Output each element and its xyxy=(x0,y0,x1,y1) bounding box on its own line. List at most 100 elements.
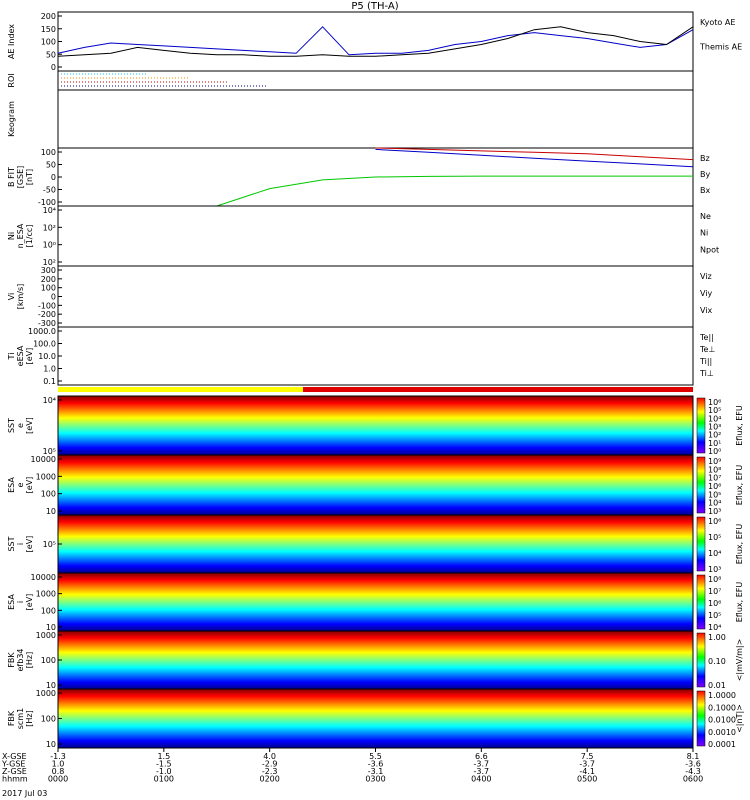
x-tick-label: 0.8 xyxy=(52,767,65,776)
x-tick-label: 6.6 xyxy=(475,752,488,761)
y-tick-label: 10 xyxy=(46,740,56,749)
y-tick-label: -50 xyxy=(43,186,56,195)
panel-ae: AE Index 0 50 100 150 200 Kyoto AE Themis AE xyxy=(7,11,742,72)
y-tick-label: -200 xyxy=(38,310,56,319)
panel-sst-i: 10³ 10⁴ 10⁵ 10⁶ Eflux, EFU SST i [eV] 10⁵ xyxy=(7,514,744,574)
colorbar-sst-e xyxy=(696,397,706,454)
series-line-bz xyxy=(375,147,694,161)
y-axis-label: SST xyxy=(7,418,16,433)
plot-title: P5 (TH-A) xyxy=(351,1,398,12)
y-tick-label: 50 xyxy=(46,50,56,59)
colorbar-tick-label: 10² xyxy=(708,431,721,440)
colorbar-tick-label: 10⁴ xyxy=(708,549,721,558)
x-tick-label: -3.7 xyxy=(579,760,595,769)
colorbar-sst-i xyxy=(696,516,706,572)
spectrogram-esa-e xyxy=(58,455,693,515)
axes-box xyxy=(57,265,694,328)
y-tick-label: -100 xyxy=(38,301,56,310)
y-axis-label: [eV] xyxy=(25,594,34,611)
y-axis-label: i xyxy=(16,601,25,603)
y-tick-label: 10⁵ xyxy=(43,447,56,456)
colorbar-label: Eflux, EFU xyxy=(735,524,744,565)
x-row-label: Z-GSE xyxy=(2,767,27,776)
y-tick-label: 100 xyxy=(41,715,56,724)
x-row-label: hhmm xyxy=(2,775,28,784)
y-axis-label: Ni xyxy=(7,232,16,240)
legend-viy: Viy xyxy=(700,289,713,298)
colorbar-tick-label: 0.0010 xyxy=(708,728,736,737)
y-tick-label: 10 xyxy=(46,681,56,690)
y-tick-label: 300 xyxy=(41,266,56,275)
y-axis-label: e xyxy=(16,482,25,487)
y-tick-label: 10.0 xyxy=(38,352,56,361)
series-line-kyoto-ae xyxy=(57,26,694,56)
y-tick-label: 1000 xyxy=(36,631,56,640)
y-axis-label: AE Index xyxy=(7,24,16,59)
y-tick-label: 10000 xyxy=(31,573,56,582)
x-tick-label: 5.5 xyxy=(369,752,382,761)
y-tick-label: 10² xyxy=(43,258,56,267)
series-line-bx xyxy=(375,148,694,168)
x-tick-label: -3.1 xyxy=(368,767,384,776)
x-tick-label: 0400 xyxy=(471,775,491,784)
colorbar-tick-label: 10¹ xyxy=(708,439,721,448)
spectrogram-esa-i xyxy=(58,573,693,631)
y-axis-label: e xyxy=(16,423,25,428)
x-tick-label: 4.0 xyxy=(263,752,276,761)
y-axis-label: FBK xyxy=(7,710,16,726)
y-tick-label: 10⁰ xyxy=(43,241,56,250)
y-axis-label: [GSE] xyxy=(16,166,25,189)
y-tick-label: 100 xyxy=(41,606,56,615)
mode-bar-slow xyxy=(58,387,303,392)
legend-npot: Npot xyxy=(700,245,719,254)
colorbar-tick-label: 10⁶ xyxy=(708,482,721,491)
y-axis-label: [km/s] xyxy=(16,284,25,310)
y-tick-label: 10 xyxy=(46,507,56,516)
panel-fbk-e: 0.01 0.10 1.00 <|mV/m|> FBK efb34 [Hz] 10 100 100… xyxy=(7,630,744,690)
legend-ti: Ti|| xyxy=(699,357,712,366)
y-tick-label: 1.0 xyxy=(43,365,56,374)
legend-bz: Bz xyxy=(700,154,710,163)
y-tick-label: 100 xyxy=(41,284,56,293)
colorbar-esa-i xyxy=(696,574,706,630)
y-tick-label: 100 xyxy=(41,490,56,499)
y-tick-label: -100 xyxy=(38,198,56,207)
x-tick-label: -3.7 xyxy=(474,760,490,769)
x-tick-label: 0300 xyxy=(365,775,385,784)
colorbar-tick-label: 10⁸ xyxy=(708,575,721,584)
x-tick-label: -1.0 xyxy=(156,767,172,776)
x-row-label: Y-GSE xyxy=(1,760,25,769)
y-tick-label: 10² xyxy=(43,223,56,232)
colorbar-tick-label: 10⁶ xyxy=(708,398,721,407)
colorbar-tick-label: 10⁴ xyxy=(708,499,721,508)
colorbar-tick-label: 0.01 xyxy=(708,681,726,690)
x-tick-label: 8.1 xyxy=(687,752,700,761)
y-axis-label: Vi xyxy=(7,293,16,301)
x-tick-label: -3.6 xyxy=(685,760,701,769)
axes-box xyxy=(57,70,694,91)
y-axis-label: [eV] xyxy=(25,348,34,365)
y-tick-label: 10 xyxy=(46,623,56,632)
spectrogram-sst-e xyxy=(58,396,693,455)
y-axis-label: eESA xyxy=(16,345,25,366)
y-axis-label: [eV] xyxy=(25,477,34,494)
y-axis-label: ROI xyxy=(7,73,16,87)
legend-themis-ae: Themis AE xyxy=(699,43,742,52)
colorbar-tick-label: 10³ xyxy=(708,565,721,574)
spectrogram-fbk-b xyxy=(58,689,693,748)
spectrogram-fbk-e xyxy=(58,631,693,689)
y-axis-label: n_ESA xyxy=(16,223,25,248)
mode-bar-fast xyxy=(303,387,693,392)
spectrogram-sst-i xyxy=(58,515,693,573)
x-tick-label: -3.7 xyxy=(474,767,490,776)
colorbar-esa-e xyxy=(696,456,706,514)
axes-box xyxy=(57,89,694,149)
x-tick-label: -4.3 xyxy=(685,767,701,776)
y-tick-label: 10⁴ xyxy=(43,396,56,405)
y-tick-label: 200 xyxy=(41,12,56,21)
colorbar-label: Eflux, EFU xyxy=(735,465,744,506)
colorbar-label: Eflux, EFU xyxy=(735,405,744,446)
y-tick-label: 100 xyxy=(41,38,56,47)
